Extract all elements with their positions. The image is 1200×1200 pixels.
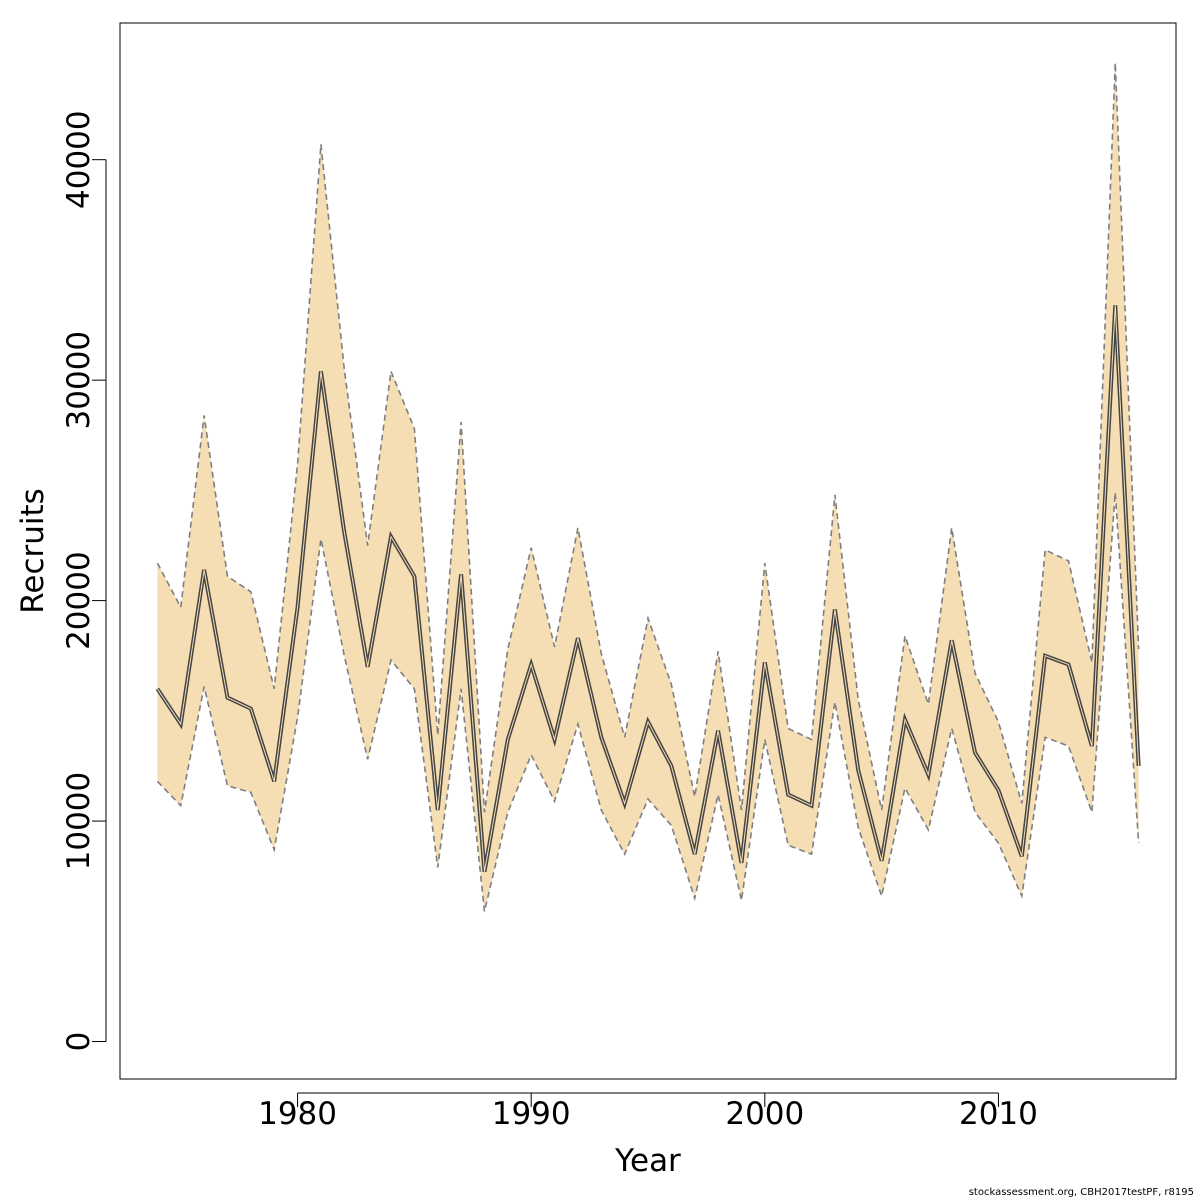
confidence-band-layer bbox=[156, 62, 1140, 912]
y-tick-label: 0 bbox=[61, 1032, 97, 1052]
estimate-line-inner bbox=[156, 305, 1140, 872]
y-tick-label: 30000 bbox=[61, 331, 97, 430]
y-tick-label: 20000 bbox=[61, 551, 97, 650]
estimate-line-layer bbox=[155, 305, 1141, 873]
y-tick-label: 10000 bbox=[61, 772, 97, 871]
y-tick-label: 40000 bbox=[61, 110, 97, 209]
confidence-band bbox=[157, 62, 1139, 912]
y-axis-title: Recruits bbox=[15, 488, 51, 614]
axes-layer: 1980 1990 2000 2010 0 10000 20000 30000 40000 bbox=[61, 110, 1038, 1132]
x-tick-label: 2000 bbox=[725, 1096, 804, 1132]
x-tick-label: 2010 bbox=[959, 1096, 1038, 1132]
upper-bound-line bbox=[156, 62, 1140, 813]
x-axis-title: Year bbox=[614, 1143, 681, 1179]
x-tick-label: 1990 bbox=[492, 1096, 571, 1132]
x-tick-label: 1980 bbox=[258, 1096, 337, 1132]
lower-bound-line bbox=[156, 492, 1140, 912]
plot-frame bbox=[119, 22, 1177, 1080]
footnote: stockassessment.org, CBH2017testPF, r819… bbox=[968, 1187, 1194, 1198]
